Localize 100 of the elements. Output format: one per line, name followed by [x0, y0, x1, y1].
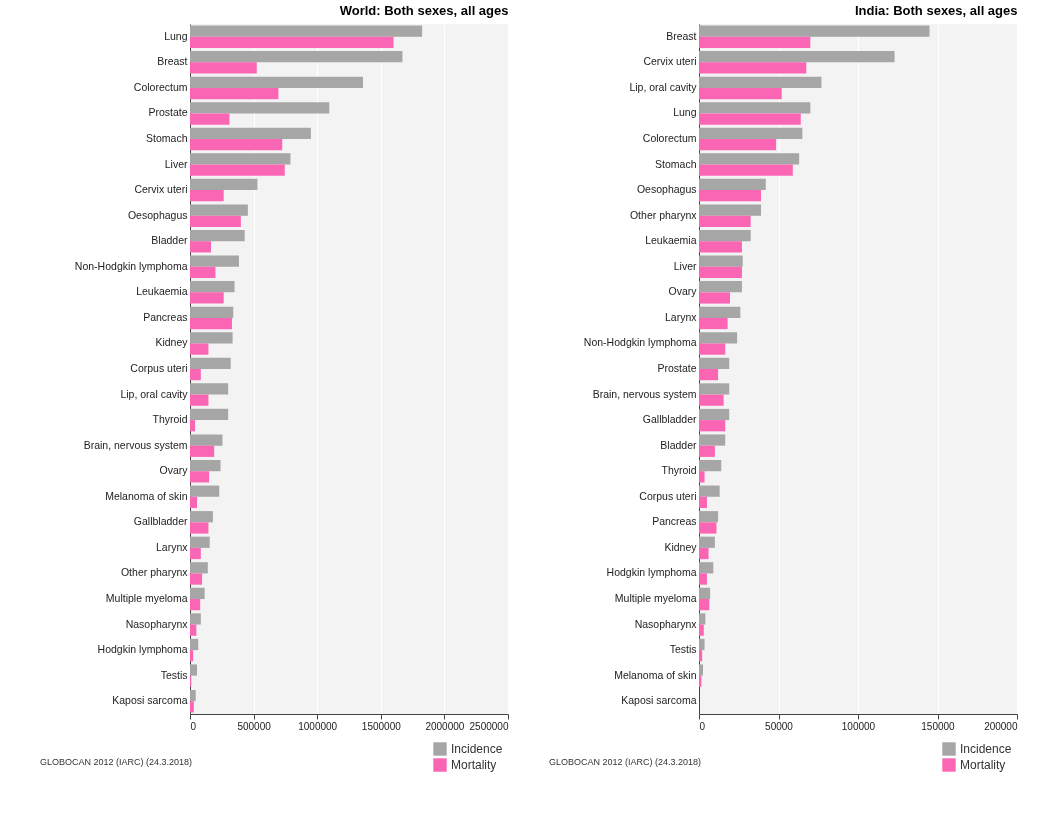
x-tick-label: 2500000	[469, 720, 509, 732]
x-tick-label: 0	[190, 720, 197, 732]
y-tick-label: Non-Hodgkin lymphoma	[74, 259, 188, 272]
bar	[190, 511, 213, 523]
x-tick-label: 1500000	[361, 720, 402, 732]
y-tick-label: Kidney	[155, 336, 189, 349]
bar	[190, 102, 330, 114]
bar	[699, 332, 738, 344]
bar	[699, 127, 803, 139]
bar	[699, 562, 714, 574]
chart-title: World: Both sexes, all ages	[339, 3, 509, 18]
bar	[699, 573, 707, 585]
bar	[190, 624, 197, 636]
bar	[190, 445, 215, 457]
bar	[190, 485, 220, 497]
bar	[190, 113, 230, 125]
bar	[190, 229, 245, 242]
bar	[699, 281, 742, 293]
y-tick-label: Lung	[164, 29, 188, 42]
bar	[699, 51, 895, 63]
bar	[699, 587, 711, 599]
bar	[699, 190, 762, 202]
y-tick-label: Oesophagus	[127, 208, 188, 221]
y-tick-label: Hodgkin lymphoma	[97, 643, 188, 656]
bar	[699, 624, 704, 636]
bar	[190, 178, 258, 191]
legend-label: Mortality	[960, 758, 1006, 772]
bar	[699, 547, 709, 560]
bar	[699, 394, 724, 406]
y-tick-label: Brain, nervous system	[592, 387, 697, 400]
y-tick-label: Hodgkin lymphoma	[606, 566, 697, 579]
bar	[699, 496, 707, 509]
bar	[699, 36, 811, 49]
y-tick-label: Oesophagus	[636, 183, 697, 196]
bar	[699, 434, 726, 446]
bar	[699, 113, 801, 125]
bar	[190, 292, 224, 304]
bar	[699, 215, 751, 227]
x-tick-label: 50000	[765, 720, 794, 732]
bar	[190, 266, 216, 279]
bar	[699, 650, 703, 662]
y-tick-label: Liver	[673, 259, 697, 272]
y-tick-label: Testis	[160, 668, 188, 681]
bar	[190, 306, 234, 318]
y-tick-label: Non-Hodgkin lymphoma	[583, 336, 697, 349]
y-tick-label: Colorectum	[642, 132, 697, 144]
bar	[699, 153, 800, 165]
bar	[699, 229, 751, 242]
bar	[190, 383, 229, 395]
bar	[190, 536, 210, 548]
y-tick-label: Kaposi sarcoma	[621, 694, 697, 707]
bar	[699, 102, 811, 114]
bar	[190, 357, 231, 369]
y-tick-label: Other pharynx	[629, 208, 698, 221]
y-tick-label: Colorectum	[133, 80, 188, 93]
bar	[699, 357, 730, 369]
y-tick-label: Leukaemia	[136, 285, 188, 298]
bar	[190, 587, 205, 599]
bar	[699, 255, 743, 267]
bar	[190, 638, 199, 651]
bar	[699, 459, 722, 472]
y-tick-label: Ovary	[159, 464, 189, 477]
bar	[190, 459, 221, 472]
bar	[699, 420, 726, 432]
bar	[190, 51, 403, 63]
bar	[190, 420, 196, 432]
y-tick-label: Lung	[673, 106, 697, 119]
bar	[699, 369, 719, 381]
bar	[699, 408, 730, 421]
bar	[190, 496, 197, 509]
bar	[699, 522, 717, 534]
y-tick-label: Liver	[164, 157, 188, 170]
y-tick-label: Prostate	[148, 106, 188, 119]
bar	[699, 76, 822, 88]
bar	[699, 178, 766, 191]
bar	[190, 317, 232, 330]
y-tick-label: Bladder	[660, 438, 697, 451]
legend-label: Incidence	[451, 742, 503, 756]
y-tick-label: Melanoma of skin	[614, 668, 697, 681]
y-tick-label: Pancreas	[143, 310, 188, 323]
text: GLOBOCAN 2012 (IARC) (24.3.2018)	[549, 757, 702, 767]
legend-label: Incidence	[960, 742, 1012, 756]
bar	[190, 471, 210, 483]
bar	[190, 394, 209, 406]
bar	[190, 215, 241, 227]
y-tick-label: Breast	[666, 29, 697, 42]
y-tick-label: Gallbladder	[642, 413, 697, 426]
bar	[190, 562, 208, 574]
y-tick-label: Breast	[157, 55, 188, 68]
y-tick-label: Lip, oral cavity	[120, 387, 189, 400]
bar	[699, 599, 710, 611]
y-tick-label: Brain, nervous system	[83, 438, 188, 451]
bar	[699, 306, 741, 318]
bar	[190, 190, 224, 202]
x-tick-label: 100000	[841, 720, 876, 732]
bar	[190, 36, 394, 49]
bar	[190, 369, 201, 381]
bar	[190, 153, 291, 165]
bar	[699, 241, 742, 253]
legend-label: Mortality	[451, 758, 497, 772]
